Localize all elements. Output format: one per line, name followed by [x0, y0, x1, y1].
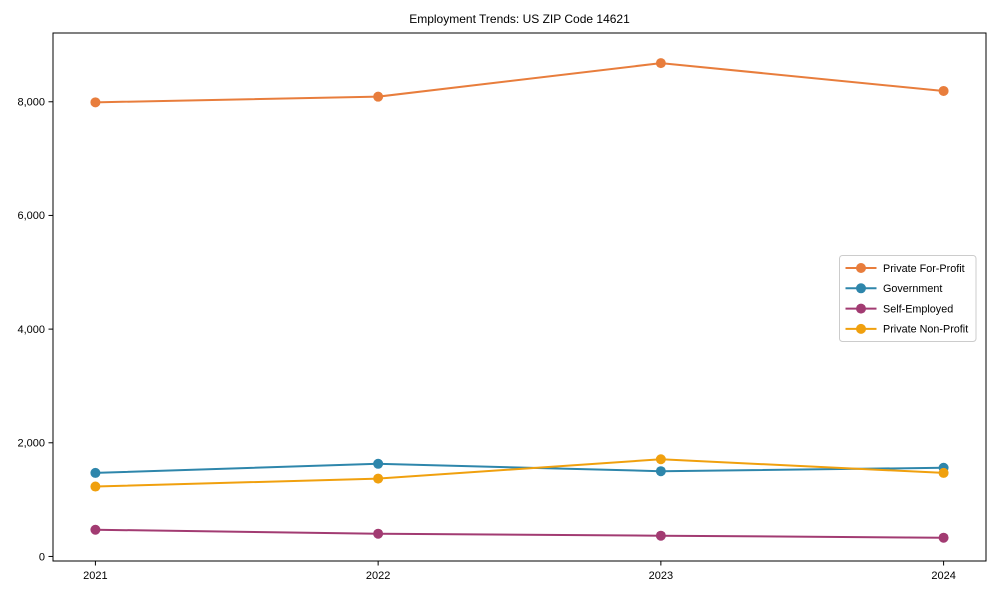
- legend-label-private-for-profit: Private For-Profit: [883, 263, 965, 275]
- legend-marker-self-employed: [856, 303, 866, 314]
- data-point-self-employed-2022: [373, 528, 384, 539]
- y-axis: 0 2,000 4,000 6,000 8,000: [17, 97, 53, 563]
- legend-item-private-for-profit: Private For-Profit: [845, 263, 965, 275]
- data-point-private-non-profit-2022: [373, 473, 384, 484]
- series-line-self-employed: [94, 528, 945, 539]
- legend-label-private-non-profit: Private Non-Profit: [883, 324, 968, 336]
- data-point-self-employed-2021: [90, 524, 101, 535]
- legend-label-government: Government: [883, 283, 942, 295]
- x-tick-label: 2023: [649, 570, 673, 582]
- plot-area-border: [52, 32, 987, 562]
- series-private-non-profit: [90, 454, 949, 492]
- legend-marker-private-for-profit: [856, 263, 866, 273]
- data-point-self-employed-2024: [938, 532, 949, 543]
- chart-title: Employment Trends: US ZIP Code 14621: [409, 12, 630, 26]
- legend-marker-government: [856, 283, 866, 294]
- data-point-private-non-profit-2023: [655, 454, 666, 465]
- data-point-private-non-profit-2024: [938, 467, 949, 478]
- legend-item-self-employed: Self-Employed: [845, 303, 953, 315]
- x-axis: 2021 2022 2023 2024: [83, 561, 956, 582]
- data-point-self-employed-2023: [655, 530, 666, 541]
- data-point-private-for-profit-2022: [373, 91, 384, 102]
- data-point-private-non-profit-2021: [90, 481, 101, 492]
- y-tick-label: 8,000: [17, 97, 45, 109]
- legend-box: [839, 255, 977, 342]
- x-tick-label: 2022: [366, 570, 390, 582]
- legend-marker-private-non-profit: [856, 323, 866, 334]
- data-point-government-2021: [90, 467, 101, 478]
- y-tick-label: 6,000: [17, 210, 45, 222]
- series-line-government: [94, 462, 945, 474]
- legend: Private For-Profit Government Self-Employe…: [839, 255, 977, 342]
- y-tick-label: 2,000: [17, 438, 45, 450]
- series-line-private-non-profit: [94, 458, 945, 488]
- data-point-government-2022: [373, 458, 384, 469]
- legend-item-government: Government: [845, 283, 942, 295]
- data-point-private-for-profit-2023: [655, 58, 666, 69]
- series-line-private-for-profit: [94, 62, 945, 104]
- data-point-private-for-profit-2021: [90, 97, 101, 108]
- series-lines: [90, 58, 949, 543]
- x-tick-label: 2024: [931, 570, 955, 582]
- series-self-employed: [90, 524, 949, 543]
- y-tick-label: 4,000: [17, 324, 45, 336]
- series-private-for-profit: [90, 58, 949, 108]
- data-point-private-for-profit-2024: [938, 85, 949, 96]
- data-point-government-2023: [655, 466, 666, 477]
- x-tick-label: 2021: [83, 570, 107, 582]
- legend-item-private-non-profit: Private Non-Profit: [845, 323, 968, 336]
- legend-label-self-employed: Self-Employed: [883, 303, 953, 315]
- y-tick-label: 0: [39, 551, 45, 563]
